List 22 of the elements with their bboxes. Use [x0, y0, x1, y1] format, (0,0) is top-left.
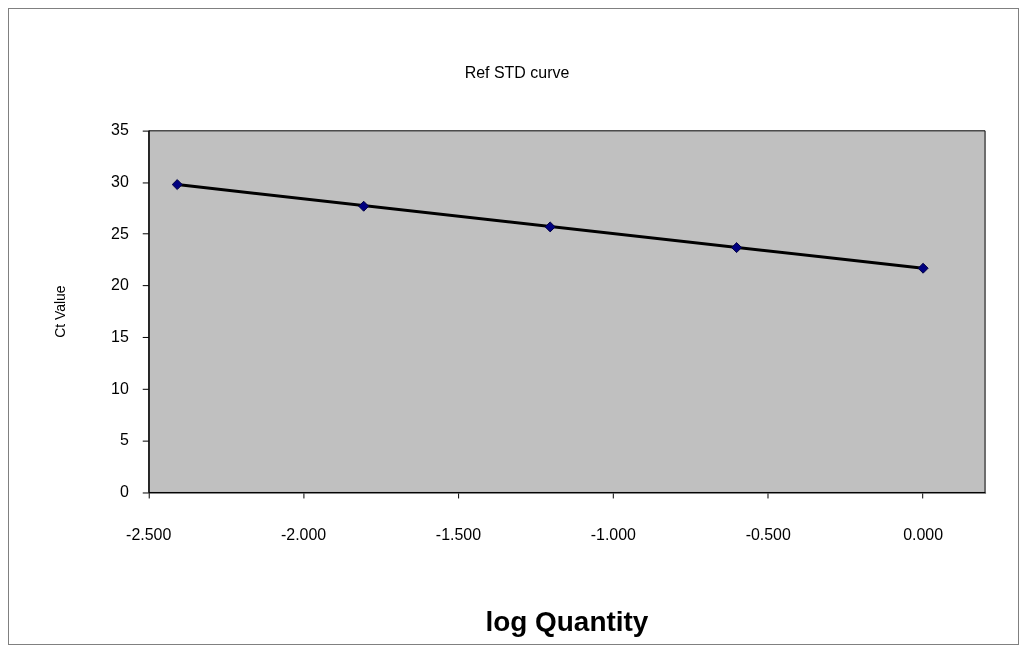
- y-tick-label: 20: [111, 276, 129, 294]
- y-tick-label: 0: [119, 482, 129, 500]
- x-tick-label: 0.000: [903, 526, 944, 544]
- y-tick-label: 10: [111, 379, 129, 397]
- point: [917, 262, 929, 274]
- x-tick-label: -2.000: [280, 526, 327, 544]
- x-tick-label: -0.500: [745, 526, 791, 544]
- x-tick-label: -1.500: [435, 526, 482, 544]
- point: [171, 179, 183, 191]
- point: [358, 200, 370, 212]
- x-axis-title: log Quantity: [485, 605, 649, 637]
- y-tick-label: 25: [111, 224, 129, 242]
- y-axis-title: Ct Value: [52, 285, 69, 338]
- y-tick-label: 15: [111, 327, 129, 345]
- y-tick-label: 35: [111, 121, 129, 139]
- chart-title: Ref STD curve: [464, 63, 570, 81]
- y-tick-label: 5: [119, 431, 129, 449]
- x-tick-label: -1.000: [590, 526, 637, 544]
- x-tick-label: -2.500: [126, 526, 172, 544]
- point: [544, 221, 556, 233]
- point: [731, 242, 743, 254]
- y-tick-label: 30: [111, 172, 129, 190]
